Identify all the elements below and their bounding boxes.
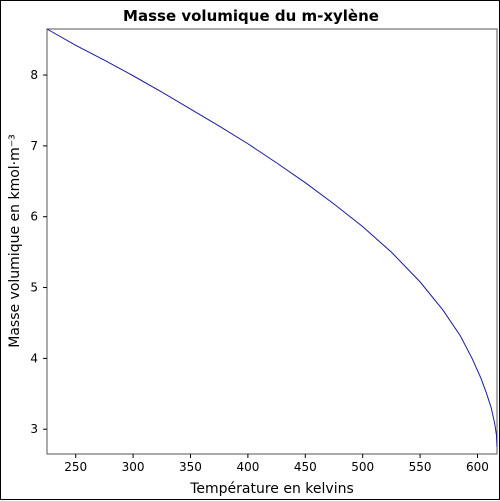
y-axis: 3 4 5 6 7 8 (30, 68, 47, 436)
y-tick-label: 3 (30, 422, 38, 436)
x-tick-label: 500 (351, 460, 374, 474)
x-tick-label: 450 (294, 460, 317, 474)
y-tick-label: 8 (30, 68, 38, 82)
x-axis: 250 300 350 400 450 500 550 600 (64, 454, 489, 474)
x-tick-label: 250 (64, 460, 87, 474)
plot-area (46, 28, 498, 455)
x-tick-label: 300 (122, 460, 145, 474)
y-axis-label: Masse volumique en kmol·m⁻³ (7, 134, 23, 348)
y-tick-label: 6 (30, 210, 38, 224)
x-tick-label: 600 (466, 460, 489, 474)
x-tick-label: 400 (236, 460, 259, 474)
series-layer (46, 28, 498, 447)
y-tick-label: 4 (30, 351, 38, 365)
x-tick-label: 350 (179, 460, 202, 474)
x-axis-label: Température en kelvins (189, 481, 354, 497)
y-tick-label: 7 (30, 139, 38, 153)
series-line-0 (46, 28, 498, 447)
x-tick-label: 550 (409, 460, 432, 474)
chart-title: Masse volumique du m-xylène (123, 7, 379, 25)
y-tick-label: 5 (30, 281, 38, 295)
